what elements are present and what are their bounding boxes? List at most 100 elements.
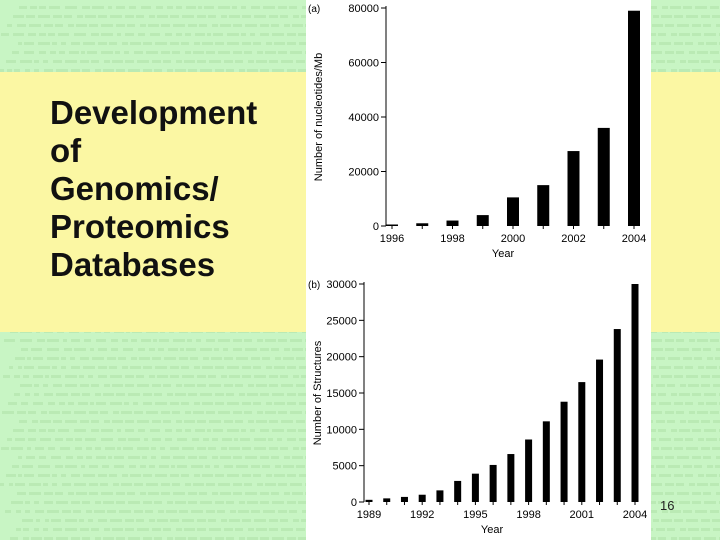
bg-texture-mark [56, 537, 68, 540]
y-tick-label: 30000 [326, 279, 357, 291]
page-number: 16 [660, 498, 675, 513]
bg-texture-mark [34, 69, 39, 72]
bg-texture-mark [161, 51, 170, 54]
bg-texture-mark [272, 393, 284, 396]
bg-texture-mark [194, 474, 200, 477]
bg-texture-mark [661, 375, 672, 378]
bg-texture-mark [235, 420, 243, 423]
bg-texture-mark [287, 393, 296, 396]
bg-texture-mark [188, 69, 197, 72]
bg-texture-mark [73, 510, 81, 513]
bg-texture-mark [157, 519, 168, 522]
bg-texture-mark [692, 69, 701, 72]
bg-texture-mark [74, 483, 86, 486]
bg-texture-mark [88, 519, 93, 522]
bg-texture-mark [83, 474, 95, 477]
bg-texture-mark [674, 402, 683, 405]
bg-texture-mark [150, 429, 160, 432]
bar [436, 490, 444, 502]
bg-texture-mark [175, 501, 186, 504]
bg-texture-mark [689, 411, 695, 414]
x-tick-label: 1996 [380, 233, 404, 245]
bg-texture-mark [188, 492, 197, 495]
bg-texture-mark [647, 366, 656, 369]
bg-texture-mark [98, 375, 107, 378]
bg-texture-mark [143, 501, 152, 504]
bg-texture-mark [82, 393, 90, 396]
bg-texture-mark [154, 69, 162, 72]
bg-texture-mark [134, 51, 143, 54]
bg-texture-mark [116, 393, 125, 396]
bg-texture-mark [274, 366, 285, 369]
bg-texture-mark [668, 357, 680, 360]
bg-texture-mark [18, 456, 22, 459]
bg-texture-mark [193, 411, 204, 414]
bg-texture-mark [175, 537, 186, 540]
title-line: Development [50, 94, 258, 131]
bg-texture-mark [674, 366, 683, 369]
bg-texture-mark [649, 6, 657, 9]
bg-texture-mark [296, 465, 305, 468]
bg-texture-mark [662, 510, 668, 513]
bg-texture-mark [263, 510, 275, 513]
bg-texture-mark [674, 438, 683, 441]
bg-texture-mark [191, 510, 203, 513]
bg-texture-mark [13, 33, 24, 36]
bg-texture-mark [200, 501, 212, 504]
bg-texture-mark [218, 483, 230, 486]
bg-texture-mark [244, 51, 252, 54]
bg-texture-mark [51, 519, 61, 522]
bg-texture-mark [658, 537, 666, 540]
bg-texture-mark [82, 501, 90, 504]
bg-texture-mark [281, 528, 293, 531]
bg-texture-mark [74, 411, 86, 414]
bg-texture-mark [257, 339, 263, 342]
bg-texture-mark [265, 51, 276, 54]
bg-texture-mark [704, 501, 716, 504]
bg-texture-mark [269, 447, 278, 450]
bg-texture-mark [677, 456, 689, 459]
bg-texture-mark [137, 420, 149, 423]
bg-texture-mark [116, 492, 125, 495]
bg-texture-mark [65, 519, 77, 522]
bar [386, 224, 398, 226]
bg-texture-mark [134, 510, 143, 513]
bg-texture-mark [61, 357, 66, 360]
bg-texture-mark [181, 42, 189, 45]
bg-texture-mark [84, 339, 91, 342]
bg-texture-mark [715, 357, 720, 360]
bg-texture-mark [39, 456, 46, 459]
bg-texture-mark [172, 411, 180, 414]
bg-texture-mark [43, 483, 48, 486]
bg-texture-mark [36, 519, 40, 522]
bg-texture-mark [170, 375, 179, 378]
bg-texture-mark [159, 465, 169, 468]
bg-texture-mark [74, 348, 86, 351]
bg-texture-mark [85, 438, 96, 441]
bg-texture-mark [251, 465, 260, 468]
bg-texture-mark [197, 420, 206, 423]
bg-texture-mark [125, 375, 134, 378]
bg-texture-mark [671, 393, 677, 396]
bg-texture-mark [11, 447, 23, 450]
bg-texture-mark [48, 402, 55, 405]
bar [418, 494, 426, 502]
bg-texture-mark [176, 384, 182, 387]
bg-texture-mark [83, 42, 95, 45]
bg-texture-mark [103, 537, 114, 540]
bg-texture-mark [34, 60, 39, 63]
bg-texture-mark [6, 474, 16, 477]
bg-texture-mark [170, 474, 179, 477]
bg-texture-mark [0, 483, 4, 486]
bg-texture-mark [167, 393, 173, 396]
bg-texture-mark [703, 492, 711, 495]
bg-texture-mark [659, 42, 671, 45]
bg-texture-mark [680, 420, 686, 423]
bg-texture-mark [269, 15, 278, 18]
bg-texture-mark [176, 429, 182, 432]
bg-texture-mark [211, 357, 222, 360]
bg-texture-mark [55, 465, 63, 468]
bg-texture-mark [98, 348, 107, 351]
bg-texture-mark [114, 465, 124, 468]
bg-texture-mark [148, 24, 159, 27]
